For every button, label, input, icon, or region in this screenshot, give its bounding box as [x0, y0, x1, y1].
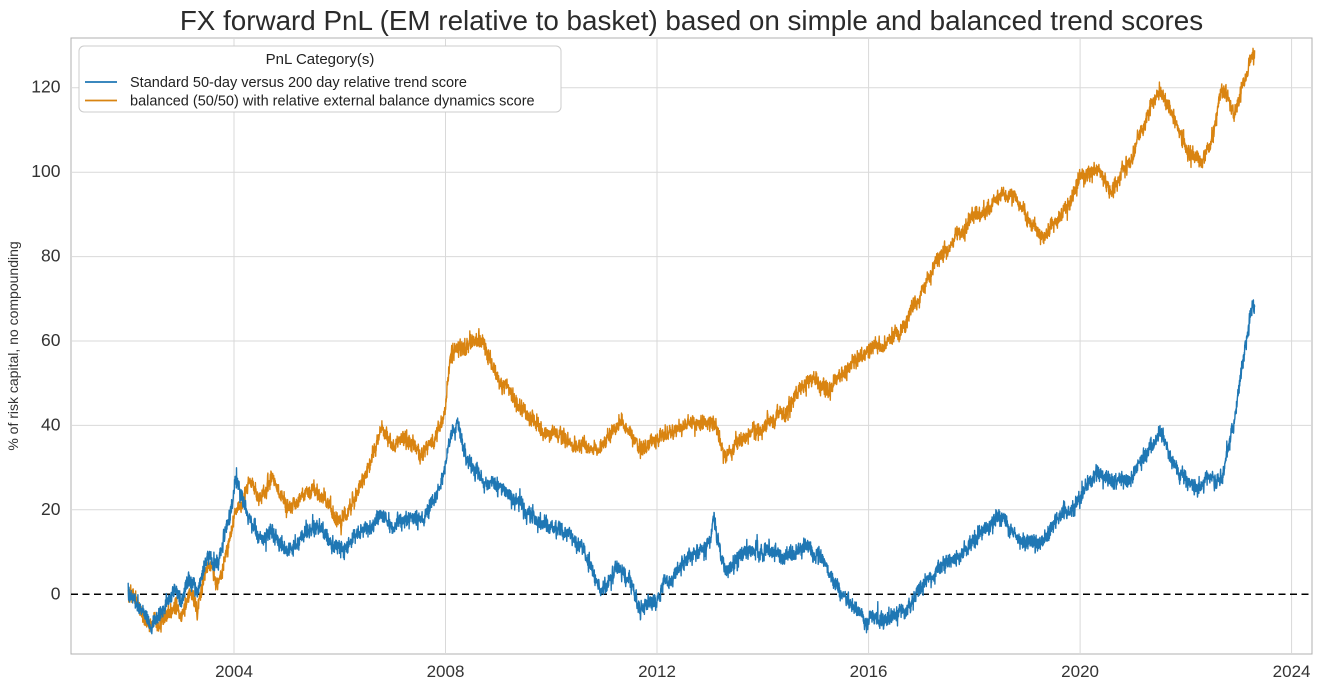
- svg-text:2020: 2020: [1061, 662, 1099, 681]
- svg-text:PnL Category(s): PnL Category(s): [266, 51, 375, 68]
- svg-text:2024: 2024: [1273, 662, 1311, 681]
- svg-text:0: 0: [51, 584, 61, 604]
- svg-text:20: 20: [41, 499, 61, 519]
- svg-text:Standard 50-day versus 200 day: Standard 50-day versus 200 day relative …: [130, 75, 467, 91]
- svg-text:% of risk capital, no compound: % of risk capital, no compounding: [5, 241, 21, 450]
- svg-text:2004: 2004: [215, 662, 253, 681]
- svg-text:120: 120: [31, 77, 60, 97]
- svg-text:100: 100: [31, 161, 60, 181]
- svg-text:2016: 2016: [850, 662, 888, 681]
- svg-text:balanced (50/50) with relative: balanced (50/50) with relative external …: [130, 94, 535, 110]
- svg-text:60: 60: [41, 330, 61, 350]
- svg-text:40: 40: [41, 415, 61, 435]
- svg-text:80: 80: [41, 246, 61, 266]
- svg-text:2012: 2012: [638, 662, 676, 681]
- svg-text:2008: 2008: [427, 662, 465, 681]
